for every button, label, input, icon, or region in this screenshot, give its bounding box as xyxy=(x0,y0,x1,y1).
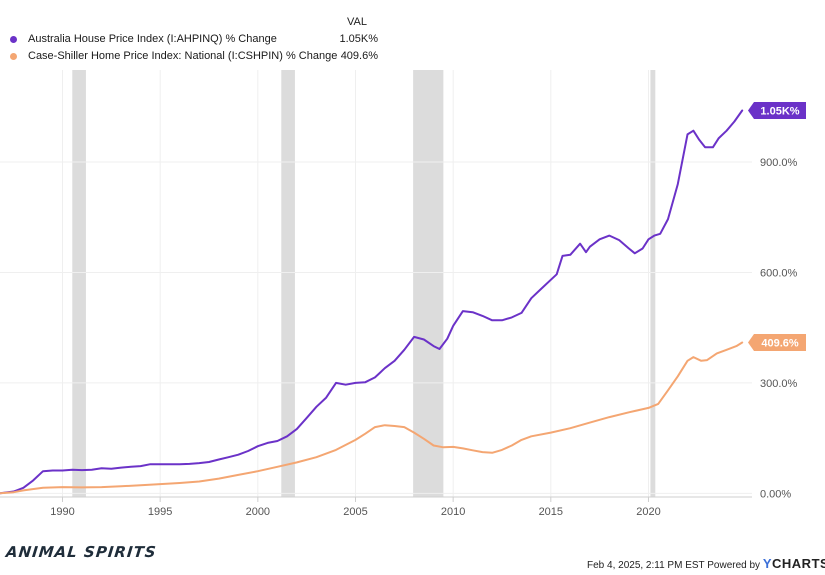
series-lines xyxy=(0,109,744,495)
x-tick-label: 1990 xyxy=(50,506,74,518)
series-line-australia xyxy=(0,109,744,495)
footer-timestamp: Feb 4, 2025, 2:11 PM EST Powered by xyxy=(587,560,761,571)
x-tick-label: 2015 xyxy=(539,506,563,518)
ycharts-logo-y: Y xyxy=(762,556,773,571)
x-tick-label: 2010 xyxy=(441,506,465,518)
x-tick-label: 1995 xyxy=(148,506,172,518)
series-line-case-shiller xyxy=(0,341,744,495)
animal-spirits-logo: ANIMAL SPIRITS xyxy=(5,543,158,561)
recession-band xyxy=(413,70,444,497)
end-labels: 1.05K% 409.6% xyxy=(748,101,806,352)
end-label-case-shiller: 409.6% xyxy=(761,338,799,350)
legend-value-header: VAL xyxy=(347,16,367,28)
recession-band xyxy=(650,70,656,497)
legend-value-case-shiller: 409.6% xyxy=(340,50,378,62)
y-tick-label: 300.0% xyxy=(760,378,798,390)
gridlines xyxy=(0,70,752,497)
recession-bands xyxy=(72,70,656,497)
legend-marker-australia xyxy=(10,36,17,43)
x-tick-label: 2000 xyxy=(246,506,270,518)
end-label-badge-australia xyxy=(748,101,806,119)
legend-label-case-shiller: Case-Shiller Home Price Index: National … xyxy=(28,50,338,62)
footer-attribution: Feb 4, 2025, 2:11 PM EST Powered by YCHA… xyxy=(587,556,825,571)
end-label-australia: 1.05K% xyxy=(760,105,799,117)
legend-value-australia: 1.05K% xyxy=(339,33,378,45)
ycharts-logo[interactable]: YCHARTS xyxy=(763,556,825,571)
recession-band xyxy=(72,70,86,497)
legend-label-australia: Australia House Price Index (I:AHPINQ) %… xyxy=(28,33,277,45)
y-tick-label: 0.00% xyxy=(760,488,791,500)
legend-marker-case-shiller xyxy=(10,53,17,60)
ycharts-logo-rest: CHARTS xyxy=(772,556,825,571)
end-label-badge-case-shiller xyxy=(748,334,806,352)
x-tick-label: 2020 xyxy=(636,506,660,518)
y-tick-label: 600.0% xyxy=(760,267,798,279)
recession-band xyxy=(281,70,295,497)
axes: 1990 1995 2000 2005 2010 2015 2020 0.00% 300.0% 6… xyxy=(0,157,798,518)
y-tick-label: 900.0% xyxy=(760,157,798,169)
x-tick-label: 2005 xyxy=(343,506,367,518)
